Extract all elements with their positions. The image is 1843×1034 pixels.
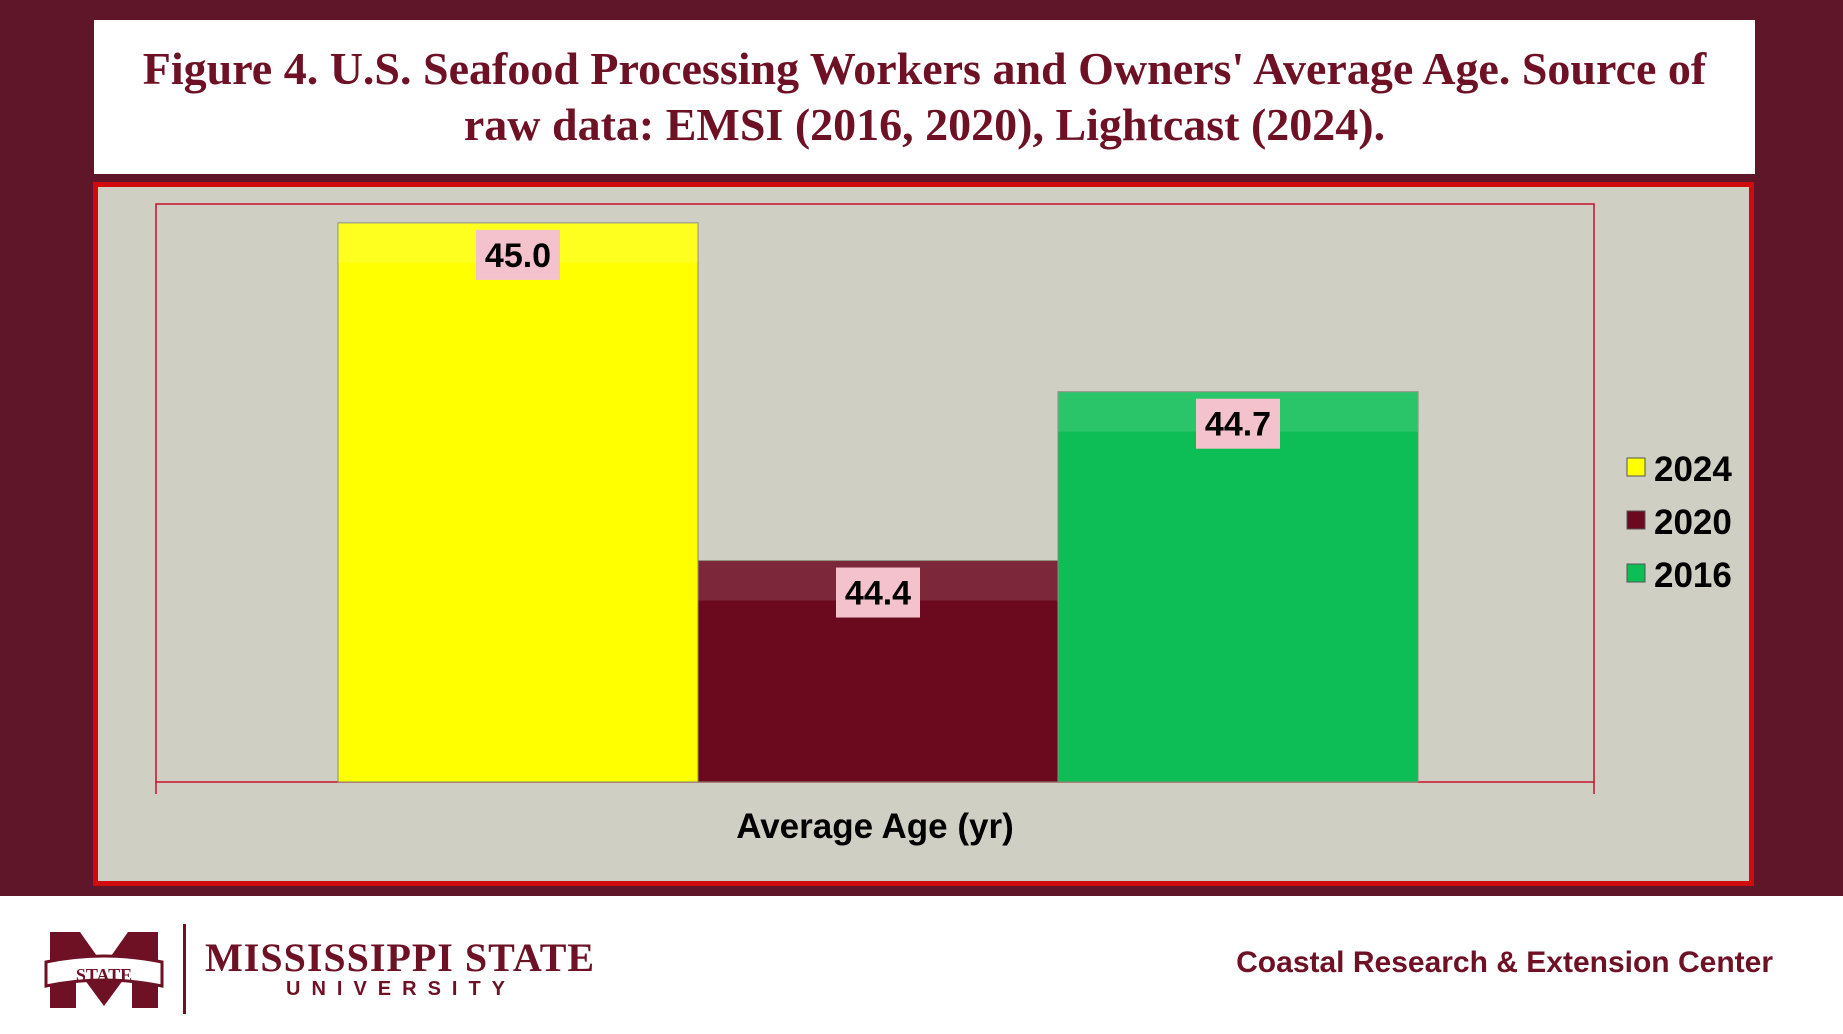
legend-swatch-2024 bbox=[1626, 457, 1646, 477]
logo-divider bbox=[183, 924, 186, 1014]
chart-frame: 45.0 44.4 44.7 Average Age (yr) 2024 2020 2016 bbox=[93, 182, 1754, 886]
logo-subtitle: UNIVERSITY bbox=[286, 978, 517, 1000]
msu-logo-icon: STATE bbox=[44, 932, 164, 1008]
title-box: Figure 4. U.S. Seafood Processing Worker… bbox=[94, 20, 1755, 174]
chart-title: Figure 4. U.S. Seafood Processing Worker… bbox=[142, 43, 1707, 150]
data-label-bg-2020 bbox=[836, 567, 920, 618]
logo-badge-text: STATE bbox=[76, 965, 132, 985]
bar-chart: 45.0 44.4 44.7 Average Age (yr) 2024 2020 2016 bbox=[155, 203, 1732, 846]
data-label-2024: 45.0 bbox=[485, 237, 551, 275]
data-label-bg-2024 bbox=[476, 229, 560, 280]
footer: STATE MISSISSIPPI STATE UNIVERSITY Coast… bbox=[0, 896, 1843, 1034]
legend-swatch-2020 bbox=[1626, 510, 1646, 530]
x-axis-label: Average Age (yr) bbox=[736, 807, 1014, 846]
legend-label-2024: 2024 bbox=[1654, 450, 1732, 489]
legend-swatch-2016 bbox=[1626, 563, 1646, 583]
legend-label-2020: 2020 bbox=[1654, 503, 1732, 542]
legend-label-2016: 2016 bbox=[1654, 556, 1732, 595]
data-label-bg-2016 bbox=[1196, 398, 1280, 449]
data-label-2016: 44.7 bbox=[1205, 406, 1271, 444]
data-label-2020: 44.4 bbox=[845, 575, 911, 613]
center-name: Coastal Research & Extension Center bbox=[1236, 946, 1773, 979]
bar-2020 bbox=[697, 560, 1059, 783]
bar-2024 bbox=[337, 222, 699, 783]
logo-name: MISSISSIPPI STATE bbox=[205, 935, 596, 980]
bar-2016 bbox=[1057, 391, 1419, 783]
